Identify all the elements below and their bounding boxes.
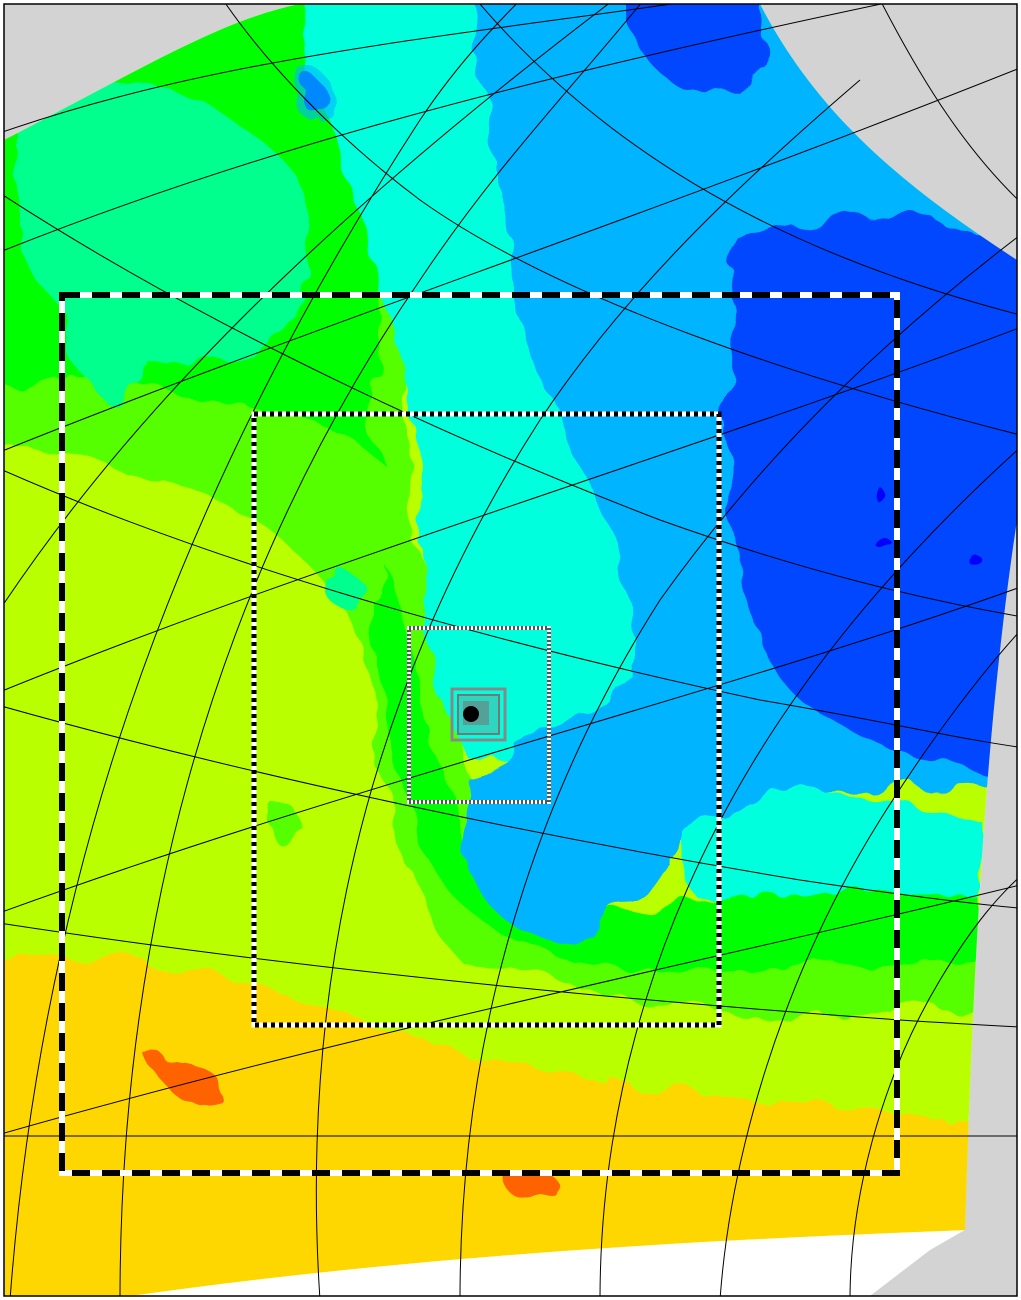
landing-site-marker: [463, 706, 479, 722]
no-data-areas: [4, 4, 1017, 1296]
map-border: [3, 3, 1018, 1297]
outer-region-box: [59, 292, 900, 1176]
inner-region-box: [407, 626, 551, 804]
middle-region-box: [251, 411, 722, 1028]
region-boxes: [59, 292, 900, 1176]
